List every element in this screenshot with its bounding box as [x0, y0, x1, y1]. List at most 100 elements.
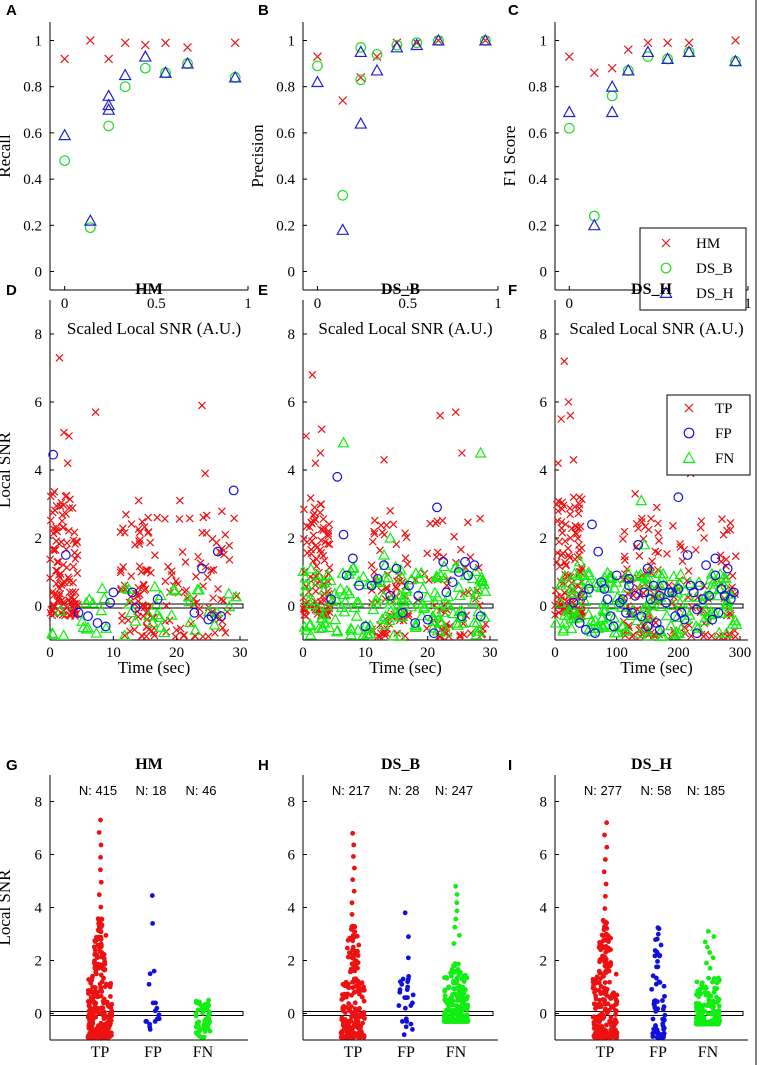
data-point-fn: [318, 583, 331, 595]
panel-label: H: [258, 757, 269, 774]
category-label: FN: [698, 1044, 719, 1061]
data-point-tp: [566, 533, 575, 542]
data-point-tp: [466, 553, 475, 562]
data-point-tp: [60, 428, 68, 437]
data-point-fn: [565, 622, 578, 633]
data-point-tp: [350, 968, 356, 974]
data-point-fn: [369, 596, 383, 608]
data-point-tp: [106, 1025, 111, 1031]
data-point-fn: [446, 984, 452, 990]
data-point-fp: [660, 1006, 666, 1012]
data-point-fp: [695, 580, 705, 591]
data-point-fn: [123, 597, 136, 609]
data-point-tp: [349, 992, 354, 998]
data-point-tp: [340, 981, 346, 987]
data-point-tp: [354, 952, 360, 958]
data-point-fn: [710, 979, 716, 985]
data-point-tp: [436, 411, 445, 420]
data-point-fp: [397, 989, 403, 995]
data-point-tp: [207, 566, 216, 575]
data-point-fn: [567, 612, 580, 624]
data-point-fp: [372, 573, 383, 584]
data-point-fn: [704, 944, 710, 950]
data-point-fp: [391, 563, 402, 574]
data-point-ds_h: [354, 45, 368, 58]
data-point-tp: [564, 551, 573, 560]
data-point-hm: [140, 40, 150, 50]
data-point-tp: [370, 516, 379, 525]
data-point-tp: [85, 988, 91, 993]
data-point-fn: [412, 597, 425, 608]
data-point-tp: [383, 630, 392, 638]
data-point-fn: [711, 989, 717, 995]
y-axis-label: Recall: [0, 134, 14, 178]
data-point-tp: [380, 530, 389, 539]
data-point-fn: [605, 570, 618, 581]
panel-h: H 0 2 4 6 8 DS_B TP N: 217 FP N: 28 FN N: 247: [258, 756, 498, 1061]
data-point-tp: [607, 979, 612, 985]
data-point-tp: [109, 1001, 115, 1007]
data-point-tp: [96, 892, 102, 898]
data-point-fp: [453, 567, 464, 577]
data-point-fn: [707, 950, 713, 955]
data-point-tp: [377, 521, 385, 530]
data-point-tp: [195, 604, 204, 613]
data-point-ds_h: [228, 70, 242, 83]
data-point-tp: [423, 549, 432, 558]
count-label: N: 185: [687, 783, 725, 798]
data-point-tp: [208, 535, 217, 543]
data-point-fn: [596, 621, 609, 632]
data-point-tp: [596, 1014, 602, 1020]
data-point-fn: [459, 1016, 465, 1022]
data-point-tp: [133, 591, 142, 600]
data-point-tp: [49, 524, 58, 533]
data-point-tp: [598, 947, 604, 953]
data-point-ds_h: [605, 79, 619, 92]
data-point-tp: [46, 516, 55, 525]
y-tick-label: 6: [540, 848, 548, 864]
category-label: TP: [91, 1044, 110, 1061]
y-tick-label: 6: [540, 395, 548, 411]
data-point-fn: [442, 997, 448, 1003]
data-point-tp: [68, 588, 77, 597]
data-point-fn: [703, 608, 716, 620]
data-point-tp: [606, 948, 612, 953]
data-point-fp: [713, 607, 724, 618]
data-point-tp: [560, 357, 569, 366]
data-point-tp: [137, 567, 146, 576]
data-point-fn: [400, 582, 413, 594]
data-point-fn: [297, 565, 310, 577]
x-tick-label: 200: [667, 645, 690, 661]
data-point-fp: [658, 580, 668, 591]
data-point-fp: [568, 597, 579, 608]
data-point-tp: [99, 989, 105, 994]
data-point-tp: [90, 1012, 96, 1018]
legend-marker-hm: [661, 238, 671, 248]
data-point-fn: [384, 531, 397, 543]
data-point-fp: [130, 602, 141, 613]
data-point-fp: [403, 1024, 409, 1030]
data-point-fn: [405, 573, 418, 585]
y-tick-label: 8: [540, 327, 548, 343]
data-point-ds_h: [83, 213, 97, 226]
data-point-fn: [451, 963, 457, 969]
data-point-tp: [652, 503, 661, 512]
data-point-fn: [393, 630, 406, 641]
y-tick-label: 0: [35, 599, 43, 615]
data-point-fn: [573, 555, 586, 567]
data-point-ds_h: [336, 223, 350, 235]
panel-label: A: [6, 2, 17, 19]
data-point-fn: [577, 569, 590, 580]
data-point-fn: [416, 582, 429, 594]
data-point-fn: [435, 616, 448, 628]
data-point-fp: [611, 570, 622, 581]
data-point-fp: [627, 607, 637, 618]
data-point-fp: [408, 1021, 414, 1027]
data-point-tp: [351, 854, 356, 859]
data-point-tp: [361, 987, 367, 993]
data-point-fn: [664, 619, 677, 631]
data-point-tp: [311, 459, 320, 468]
data-point-fn: [344, 622, 357, 634]
data-point-fn: [394, 603, 407, 615]
